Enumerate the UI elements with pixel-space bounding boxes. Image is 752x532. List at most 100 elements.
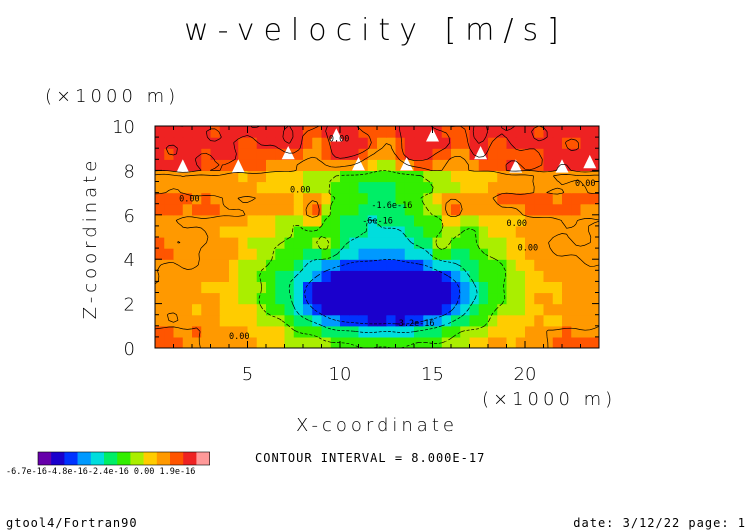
heatmap-cell bbox=[303, 214, 313, 227]
heatmap-cell bbox=[515, 270, 526, 282]
heatmap-cell bbox=[247, 281, 258, 294]
heatmap-cell bbox=[358, 225, 369, 238]
heatmap-cell bbox=[256, 303, 267, 316]
heatmap-cell bbox=[238, 203, 249, 216]
heatmap-cell bbox=[219, 237, 230, 249]
heatmap-cell bbox=[562, 170, 572, 183]
heatmap-cell bbox=[515, 248, 526, 260]
heatmap-cell bbox=[534, 281, 545, 294]
heatmap-cell bbox=[247, 137, 258, 149]
heatmap-cell bbox=[219, 303, 230, 316]
heatmap-cell bbox=[460, 248, 471, 260]
heatmap-cell bbox=[330, 336, 341, 348]
heatmap-cell bbox=[284, 237, 295, 249]
heatmap-cell bbox=[192, 314, 202, 327]
heatmap-cell bbox=[229, 292, 239, 305]
heatmap-cell bbox=[367, 259, 378, 271]
heatmap-cell bbox=[284, 248, 295, 260]
heatmap-cell bbox=[525, 181, 535, 194]
heatmap-cell bbox=[210, 281, 221, 294]
heatmap-cell bbox=[192, 325, 202, 338]
heatmap-cell bbox=[386, 248, 397, 260]
heatmap-cell bbox=[238, 225, 249, 238]
heatmap-cell bbox=[275, 270, 286, 282]
heatmap-cell bbox=[441, 159, 452, 171]
heatmap-cell bbox=[219, 336, 230, 348]
heatmap-cell bbox=[340, 237, 350, 249]
heatmap-cell bbox=[275, 214, 286, 227]
heatmap-cell bbox=[210, 237, 221, 249]
heatmap-cell bbox=[275, 314, 286, 327]
heatmap-cell bbox=[525, 192, 535, 205]
heatmap-cell bbox=[552, 203, 563, 216]
heatmap-cell bbox=[525, 170, 535, 183]
heatmap-cell bbox=[460, 159, 471, 171]
heatmap-cell bbox=[395, 181, 406, 194]
heatmap-cell bbox=[275, 281, 286, 294]
heatmap-cell bbox=[192, 192, 202, 205]
heatmap-cell bbox=[303, 192, 313, 205]
contour-label: -6e-16 bbox=[362, 217, 393, 227]
heatmap-cell bbox=[219, 137, 230, 149]
heatmap-cell bbox=[460, 303, 471, 316]
heatmap-cell bbox=[321, 237, 332, 249]
heatmap-cell bbox=[201, 170, 212, 183]
heatmap-cell bbox=[478, 225, 489, 238]
heatmap-cell bbox=[256, 181, 267, 194]
heatmap-cell bbox=[404, 203, 415, 216]
heatmap-cell bbox=[210, 292, 221, 305]
heatmap-cell bbox=[469, 126, 480, 138]
heatmap-cell bbox=[358, 314, 369, 327]
heatmap-cell bbox=[247, 203, 258, 216]
heatmap-cell bbox=[210, 159, 221, 171]
heatmap-cell bbox=[247, 126, 258, 138]
heatmap-cell bbox=[303, 303, 313, 316]
heatmap-cell bbox=[469, 148, 480, 160]
heatmap-cell bbox=[219, 281, 230, 294]
heatmap-cell bbox=[404, 336, 415, 348]
heatmap-cell bbox=[506, 292, 517, 305]
heatmap-cell bbox=[210, 214, 221, 227]
heatmap-cell bbox=[340, 314, 350, 327]
heatmap-cell bbox=[247, 170, 258, 183]
heatmap-cell bbox=[256, 325, 267, 338]
heatmap-cell bbox=[275, 203, 286, 216]
heatmap-cell bbox=[266, 248, 276, 260]
heatmap-cell bbox=[340, 292, 350, 305]
heatmap-cell bbox=[173, 281, 184, 294]
heatmap-cell bbox=[552, 259, 563, 271]
heatmap-cell bbox=[386, 270, 397, 282]
heatmap-cell bbox=[432, 336, 443, 348]
heatmap-cell bbox=[478, 292, 489, 305]
heatmap-cell bbox=[534, 314, 545, 327]
heatmap-cell bbox=[284, 259, 295, 271]
heatmap-cell bbox=[414, 137, 424, 149]
heatmap-cell bbox=[589, 325, 599, 338]
heatmap-cell bbox=[275, 137, 286, 149]
contour-label: 0.00 bbox=[575, 179, 595, 189]
heatmap-cell bbox=[552, 248, 563, 260]
heatmap-cell bbox=[266, 259, 276, 271]
heatmap-cell bbox=[525, 159, 535, 171]
heatmap-cell bbox=[506, 148, 517, 160]
x-axis-unit: (×1000 m) bbox=[482, 389, 616, 410]
heatmap-cell bbox=[330, 225, 341, 238]
heatmap-cell bbox=[395, 248, 406, 260]
heatmap-cell bbox=[238, 126, 249, 138]
heatmap-cell bbox=[201, 336, 212, 348]
heatmap-cell bbox=[293, 148, 304, 160]
heatmap-cell bbox=[543, 192, 554, 205]
heatmap-cell bbox=[534, 181, 545, 194]
contour-label: -3.2e-16 bbox=[394, 319, 435, 329]
heatmap-cell bbox=[238, 292, 249, 305]
heatmap-cell bbox=[229, 126, 239, 138]
heatmap-cell bbox=[469, 137, 480, 149]
heatmap-cell bbox=[247, 325, 258, 338]
heatmap-cell bbox=[377, 203, 387, 216]
heatmap-cell bbox=[256, 126, 267, 138]
heatmap-cell bbox=[173, 270, 184, 282]
heatmap-cell bbox=[293, 314, 304, 327]
heatmap-cell bbox=[469, 314, 480, 327]
heatmap-cell bbox=[404, 259, 415, 271]
heatmap-cell bbox=[441, 248, 452, 260]
